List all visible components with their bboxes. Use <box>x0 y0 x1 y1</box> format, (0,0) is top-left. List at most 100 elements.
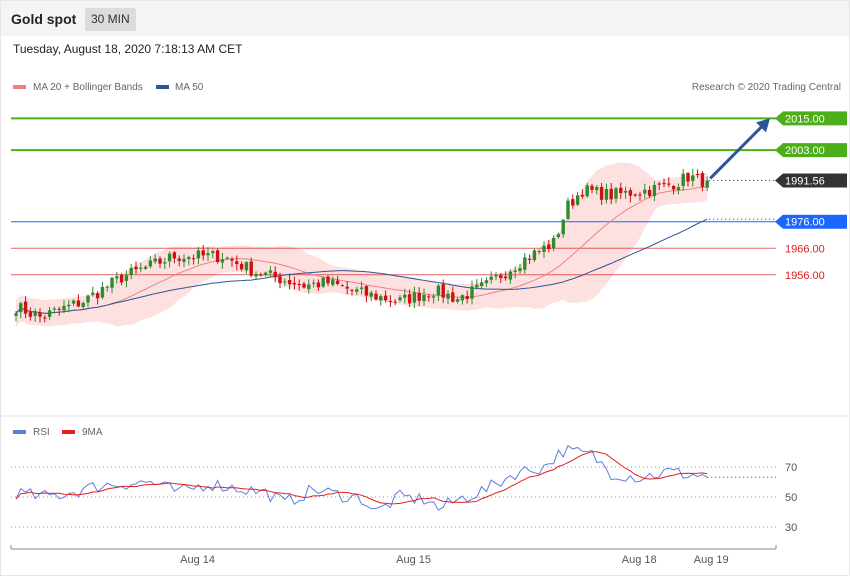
candle-body <box>614 188 618 199</box>
candle-body <box>388 301 393 303</box>
candle-body <box>196 250 201 259</box>
candle-body <box>239 263 244 270</box>
candle-body <box>148 260 153 267</box>
candle-body <box>470 286 474 299</box>
candle-body <box>662 183 666 185</box>
candle-body <box>590 185 594 190</box>
candle-body <box>182 258 186 262</box>
candle-body <box>163 262 167 264</box>
level-label-1956.00: 1956.00 <box>785 270 825 282</box>
candle-body <box>523 257 527 270</box>
level-label-1976.00: 1976.00 <box>785 217 825 229</box>
candle-body <box>619 187 623 194</box>
candle-body <box>691 175 695 181</box>
x-tick-label: Aug 18 <box>622 554 657 566</box>
candle-body <box>177 258 181 261</box>
candle-body <box>287 280 292 285</box>
candle-body <box>494 275 498 277</box>
forecast-arrowhead <box>756 118 770 133</box>
candle-body <box>331 279 335 285</box>
candle-body <box>532 250 537 261</box>
candle-body <box>249 261 253 276</box>
level-tag-2015.00 <box>775 111 847 126</box>
candle-body <box>268 270 273 273</box>
candle-body <box>566 200 570 219</box>
candle-body <box>47 310 52 317</box>
candle-body <box>215 250 220 263</box>
candle-body <box>14 313 18 316</box>
candle-body <box>479 282 484 287</box>
level-label-2015.00: 2015.00 <box>785 113 825 125</box>
candle-body <box>609 188 613 200</box>
x-tick-label: Aug 14 <box>180 554 215 566</box>
candle-body <box>667 183 671 185</box>
timestamp: Tuesday, August 18, 2020 7:18:13 AM CET <box>13 42 243 56</box>
candle-body <box>359 287 364 289</box>
candle-body <box>638 194 642 196</box>
candle-body <box>422 294 426 302</box>
candle-body <box>393 301 397 303</box>
candle-body <box>676 187 681 190</box>
candle-body <box>407 294 412 304</box>
candle-body <box>129 267 133 275</box>
candle-body <box>503 276 508 279</box>
candle-body <box>556 234 561 238</box>
chart-header: Gold spot 30 MIN <box>1 1 849 36</box>
candle-body <box>311 282 316 284</box>
candle-body <box>43 317 47 319</box>
candle-body <box>201 250 205 256</box>
candle-body <box>484 280 489 284</box>
candle-body <box>119 274 124 283</box>
candle-body <box>52 308 57 310</box>
candle-body <box>604 189 609 200</box>
legend-ma20-label: MA 20 + Bollinger Bands <box>33 82 143 93</box>
candle-body <box>657 183 661 185</box>
candle-body <box>244 262 249 271</box>
candle-body <box>134 266 138 270</box>
candle-body <box>57 308 61 310</box>
candle-body <box>695 174 700 176</box>
candle-body <box>431 296 436 298</box>
bollinger-band <box>16 162 708 327</box>
candle-body <box>71 300 76 304</box>
candle-body <box>652 185 657 196</box>
candle-body <box>335 280 340 284</box>
candle-body <box>225 257 229 259</box>
candle-body <box>508 271 513 280</box>
legend-rsi-ma-label: 9MA <box>82 427 103 438</box>
candle-body <box>527 258 532 260</box>
candle-body <box>436 285 441 296</box>
candle-body <box>86 295 90 303</box>
candle-body <box>172 252 177 259</box>
candle-body <box>297 283 301 286</box>
legend-swatch-ma20 <box>13 85 26 89</box>
candle-body <box>403 294 407 298</box>
candle-body <box>283 281 287 283</box>
candle-body <box>364 286 369 296</box>
candle-body <box>278 276 282 284</box>
candle-body <box>499 275 503 279</box>
rsi-line <box>15 444 708 511</box>
candle-body <box>628 190 633 196</box>
candle-body <box>345 286 349 289</box>
candle-body <box>412 292 417 303</box>
legend-swatch-ma50 <box>156 85 169 89</box>
candle-body <box>211 251 215 254</box>
candle-body <box>542 245 546 252</box>
candle-body <box>115 276 119 279</box>
candle-body <box>374 293 378 300</box>
timeframe-badge[interactable]: 30 MIN <box>85 8 136 31</box>
level-tag-1976.00 <box>775 214 847 229</box>
candle-body <box>379 296 383 301</box>
candle-body <box>623 190 628 193</box>
candle-body <box>230 259 234 261</box>
candle-body <box>551 237 556 249</box>
candle-body <box>143 266 148 269</box>
candle-body <box>95 293 100 299</box>
candle-body <box>547 244 551 250</box>
candle-body <box>259 274 263 276</box>
candle-body <box>398 297 402 301</box>
candle-body <box>110 277 114 288</box>
level-label-1966.00: 1966.00 <box>785 243 825 255</box>
